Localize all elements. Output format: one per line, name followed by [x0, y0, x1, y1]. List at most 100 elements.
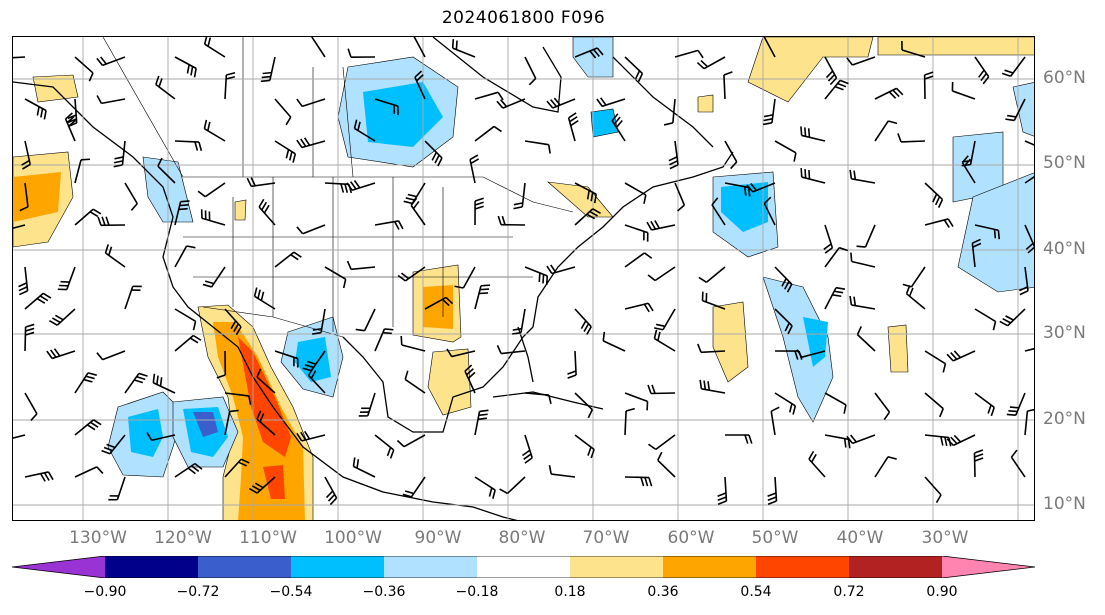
wind-barb [413, 37, 426, 58]
wind-barb [546, 264, 576, 275]
wind-barb [697, 343, 726, 354]
longitude-label: 130°W [69, 528, 127, 548]
wind-barb [624, 252, 653, 268]
wind-barb [522, 434, 533, 464]
warm-patch-atlantic-1 [712, 301, 749, 383]
wind-barb [574, 47, 604, 59]
longitude-label: 60°W [667, 528, 715, 548]
wind-barb [1005, 98, 1026, 122]
wind-barb [824, 79, 849, 100]
wind-barb [856, 224, 876, 248]
colorbar-tick-label: 0.36 [647, 584, 679, 600]
wind-barb [711, 197, 726, 226]
wind-barb [296, 98, 326, 108]
wind-barb [216, 350, 227, 379]
wind-barb [174, 308, 197, 331]
wind-barb [974, 56, 990, 85]
wind-barb [774, 140, 797, 162]
wind-barb [13, 224, 26, 230]
wind-barb [474, 409, 489, 436]
wind-barb [474, 91, 504, 101]
warm-patch-small-1 [697, 94, 714, 113]
wind-barb [496, 345, 526, 355]
cool-patch-pacific-2-dark [193, 412, 218, 437]
longitude-label: 100°W [324, 528, 382, 548]
wind-barb [260, 56, 276, 83]
wind-barb [397, 266, 426, 282]
colorbar-tick-label: 0.18 [554, 584, 586, 600]
wind-barb [974, 308, 997, 331]
wind-barb [611, 113, 626, 142]
wind-barb [524, 392, 552, 404]
wind-barb [874, 87, 904, 100]
wind-barb [961, 155, 976, 184]
longitude-label: 120°W [154, 528, 212, 548]
wind-barb [974, 392, 996, 417]
wind-barb [624, 476, 653, 487]
wind-barb [404, 370, 426, 394]
latitude-label: 10°N [1043, 494, 1086, 514]
wind-barb [24, 392, 38, 422]
wind-barb [624, 392, 649, 411]
warm-patch-small-2 [234, 199, 247, 221]
wind-barb [256, 368, 276, 394]
wind-barb [324, 266, 347, 289]
wind-barb [846, 56, 876, 66]
wind-barb [424, 140, 443, 167]
coastline-florida [517, 326, 534, 383]
wind-barb [347, 48, 376, 59]
wind-barb [905, 285, 926, 310]
wind-barb [396, 434, 426, 448]
wind-barb [770, 406, 780, 436]
colorbar-segment [105, 556, 199, 578]
wind-barb [946, 434, 976, 447]
wind-barb [464, 364, 476, 394]
wind-barb [104, 244, 126, 268]
colorbar-segment [570, 556, 664, 578]
wind-barb [174, 245, 196, 268]
wind-barb [602, 331, 626, 352]
wind-barb [312, 308, 326, 335]
wind-barb [647, 434, 676, 451]
wind-barb [152, 373, 176, 394]
cool-patch-mexico-interior-core [295, 337, 331, 382]
wind-barb [274, 251, 302, 268]
wind-barb [108, 476, 126, 501]
wind-barb [546, 97, 576, 109]
wind-barb [474, 125, 502, 142]
cool-patch-mid-atlantic-core [803, 317, 828, 367]
colorbar-segment [477, 556, 571, 578]
wind-barb [723, 71, 733, 100]
wind-barb [973, 449, 984, 478]
wind-barb [924, 476, 942, 504]
longitude-label: 40°W [836, 528, 884, 548]
colorbar-tick-label: 0.72 [833, 584, 865, 600]
longitude-label: 110°W [239, 528, 297, 548]
wind-barb [849, 295, 876, 310]
wind-barb [113, 140, 126, 168]
wind-barb [1024, 408, 1034, 436]
wind-barb [974, 224, 1001, 240]
wind-barb [97, 216, 126, 227]
wind-barb [19, 182, 29, 212]
wind-barb [624, 182, 647, 204]
wind-barb [874, 456, 897, 478]
wind-barb [850, 252, 876, 268]
coastline-west-north-america [13, 81, 518, 520]
wind-barb [846, 434, 876, 445]
colorbar-segment [198, 556, 292, 578]
wind-barb [513, 182, 526, 210]
wind-barb [800, 126, 826, 142]
warm-patch-atlantic-2 [887, 324, 909, 373]
wind-barb [101, 434, 126, 455]
wind-barb [497, 215, 526, 226]
wind-barb [24, 471, 54, 482]
wind-barb [74, 56, 94, 82]
map-canvas [13, 37, 1034, 520]
wind-barb [1001, 56, 1026, 78]
wind-barb [74, 208, 102, 226]
wind-barb [124, 182, 138, 211]
wind-barb [524, 140, 551, 154]
wind-barb [762, 98, 776, 126]
wind-barb [307, 367, 326, 394]
